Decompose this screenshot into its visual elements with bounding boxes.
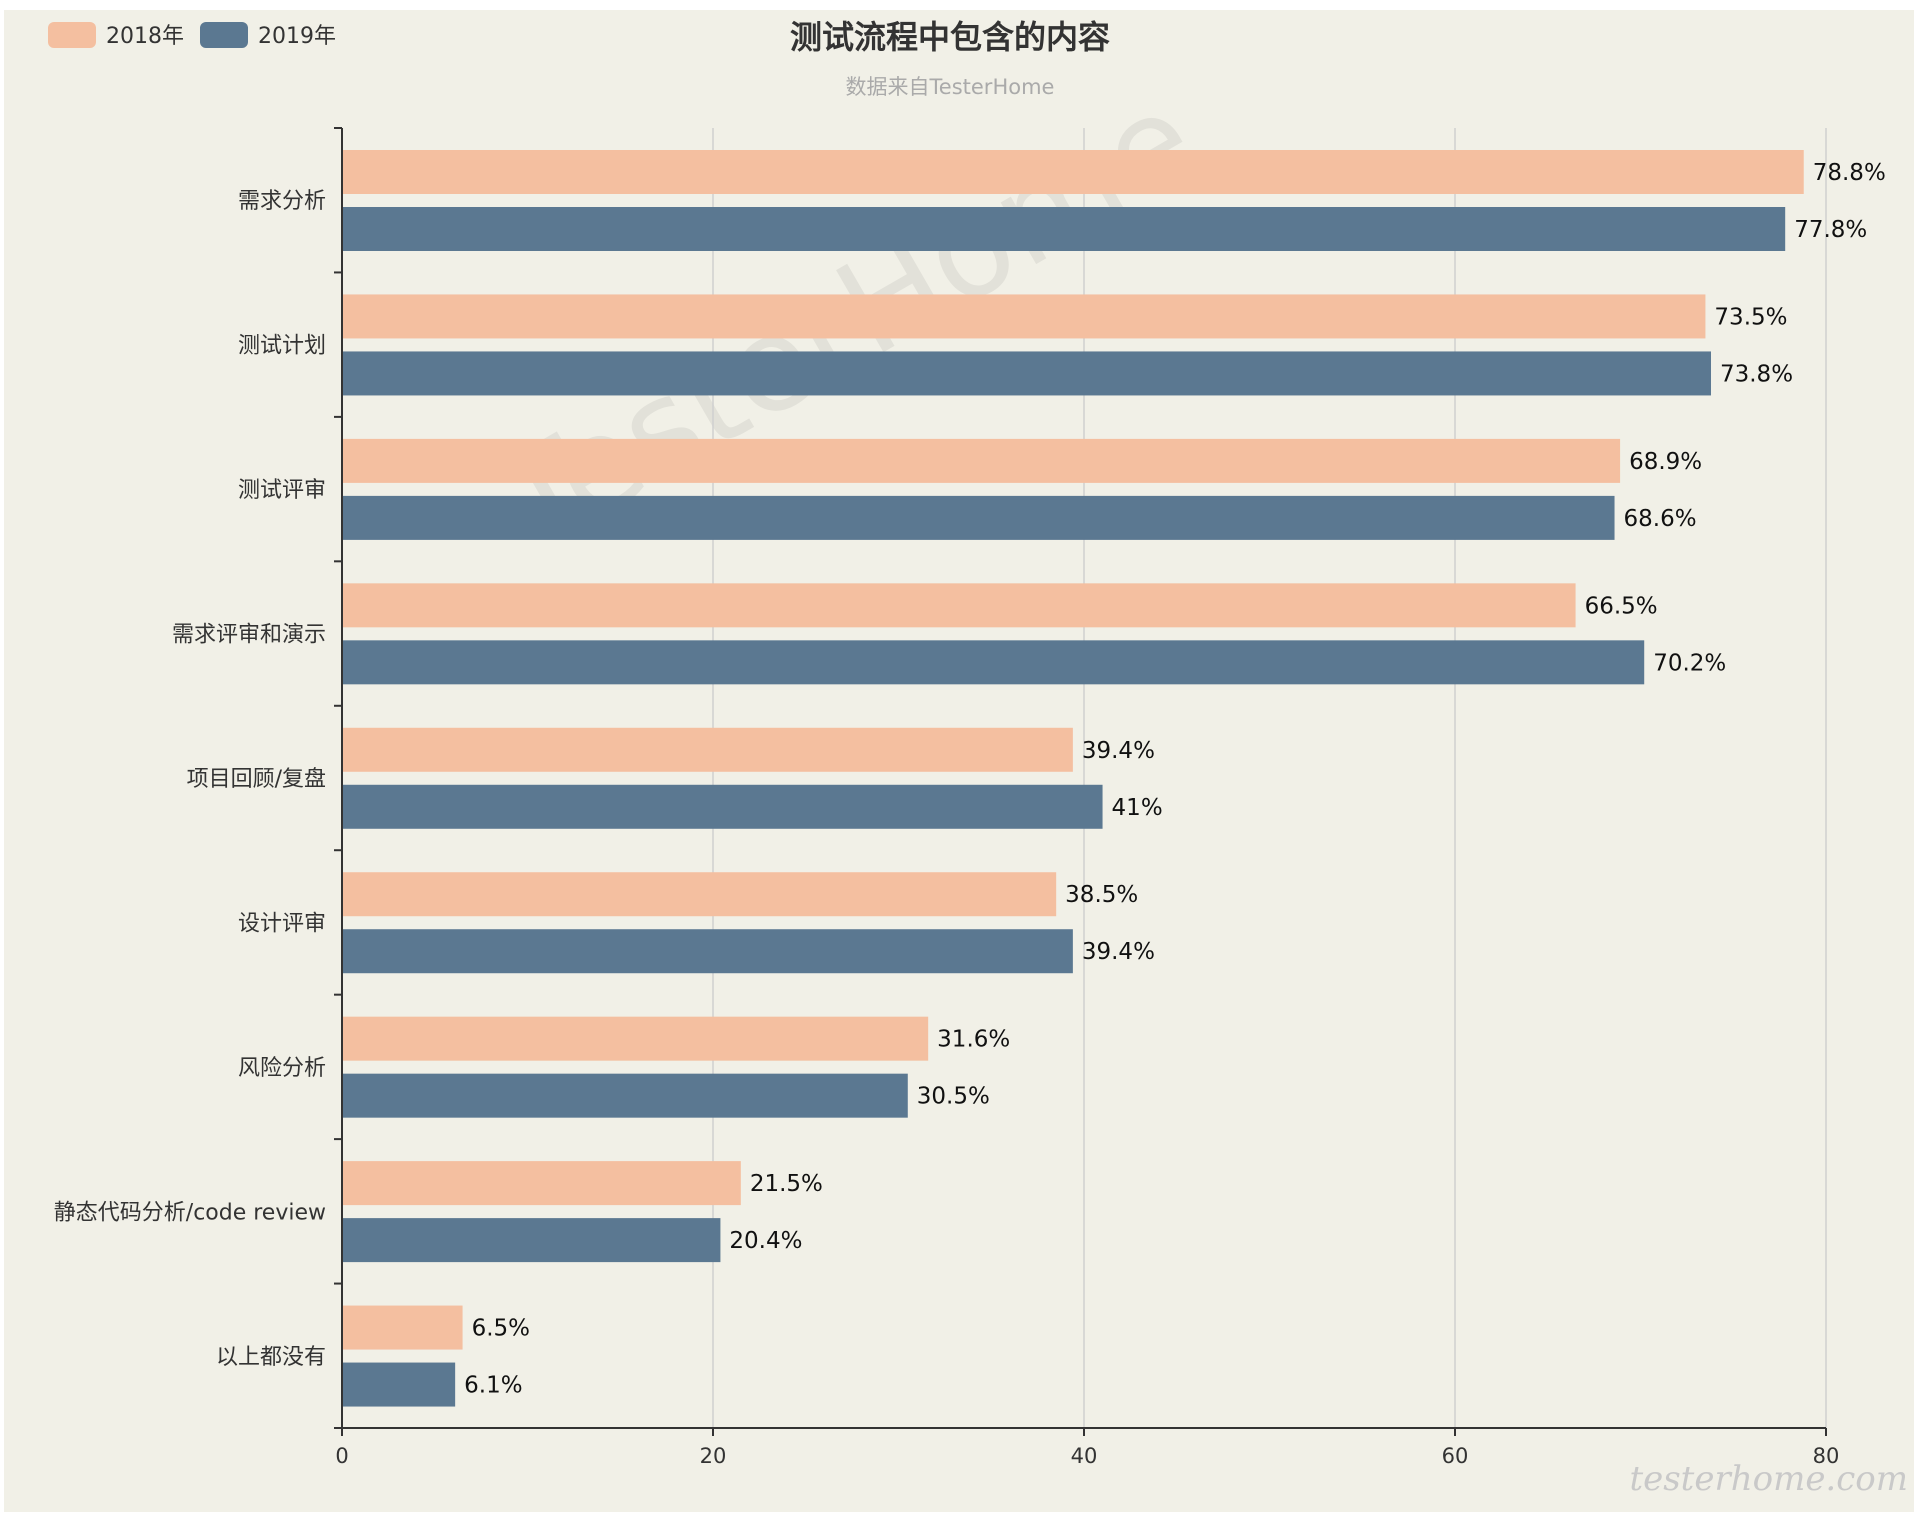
category-label: 风险分析 [238,1056,326,1081]
bar-2019[interactable] [342,1218,721,1263]
x-tick-label: 20 [700,1444,727,1468]
bar-2018[interactable] [342,1016,929,1061]
bar-2019[interactable] [342,1073,908,1118]
category-label: 需求评审和演示 [172,623,326,648]
bar-2019[interactable] [342,207,1786,251]
category-label: 需求分析 [238,189,326,214]
bar-2019[interactable] [342,929,1073,974]
bar-2018[interactable] [342,872,1057,917]
category-label: 测试计划 [238,334,326,359]
category-label: 静态代码分析/code review [54,1200,326,1225]
x-tick-label: 60 [1442,1444,1469,1468]
x-tick-label: 80 [1813,1444,1840,1468]
legend[interactable]: 2018年 2019年 [48,22,336,49]
chart-subtitle: 数据来自TesterHome [846,75,1055,99]
data-label: 31.6% [937,1027,1010,1053]
labels: 0 20 40 60 80 需求分析 78.8% 77.8% 测试计划 73.5% 73.8% 测试评… [54,160,1886,1468]
data-label: 68.6% [1624,506,1697,532]
category-label: 设计评审 [238,911,326,936]
legend-swatch-2018[interactable] [48,22,96,48]
legend-label-2018[interactable]: 2018年 [106,24,184,49]
x-tick-label: 0 [335,1444,348,1468]
data-label: 38.5% [1065,882,1138,908]
bar-2019[interactable] [342,1362,456,1407]
data-label: 20.4% [729,1228,802,1254]
data-label: 41% [1112,795,1163,821]
bar-2018[interactable] [342,1305,463,1350]
data-label: 39.4% [1082,939,1155,965]
bar-2019[interactable] [342,495,1615,540]
bar-2018[interactable] [342,1161,741,1206]
data-label: 78.8% [1813,160,1886,186]
bar-2018[interactable] [342,294,1706,339]
data-label: 21.5% [750,1171,823,1197]
bar-2018[interactable] [342,150,1804,194]
x-tick-label: 40 [1071,1444,1098,1468]
bar-2018[interactable] [342,438,1621,483]
grid-lines [712,128,1827,1428]
data-label: 6.1% [464,1373,522,1399]
data-label: 73.5% [1714,304,1787,330]
data-label: 66.5% [1585,593,1658,619]
data-label: 30.5% [917,1084,990,1110]
data-label: 6.5% [472,1316,530,1342]
bar-2019[interactable] [342,351,1711,396]
data-label: 73.8% [1720,361,1793,387]
bar-2019[interactable] [342,784,1103,829]
bar-2018[interactable] [342,727,1073,772]
data-label: 68.9% [1629,449,1702,475]
category-label: 测试评审 [238,478,326,503]
bars [342,150,1804,1407]
legend-label-2019[interactable]: 2019年 [258,24,336,49]
data-label: 39.4% [1082,738,1155,764]
chart-title: 测试流程中包含的内容 [790,18,1110,56]
bar-2018[interactable] [342,583,1576,628]
data-label: 77.8% [1794,217,1867,243]
category-label: 以上都没有 [216,1345,326,1370]
site-watermark: testerhome.com [1629,1459,1908,1499]
bar-2019[interactable] [342,640,1645,685]
legend-swatch-2019[interactable] [200,22,248,48]
axes [334,127,1827,1436]
data-label: 70.2% [1653,650,1726,676]
category-label: 项目回顾/复盘 [187,767,326,792]
